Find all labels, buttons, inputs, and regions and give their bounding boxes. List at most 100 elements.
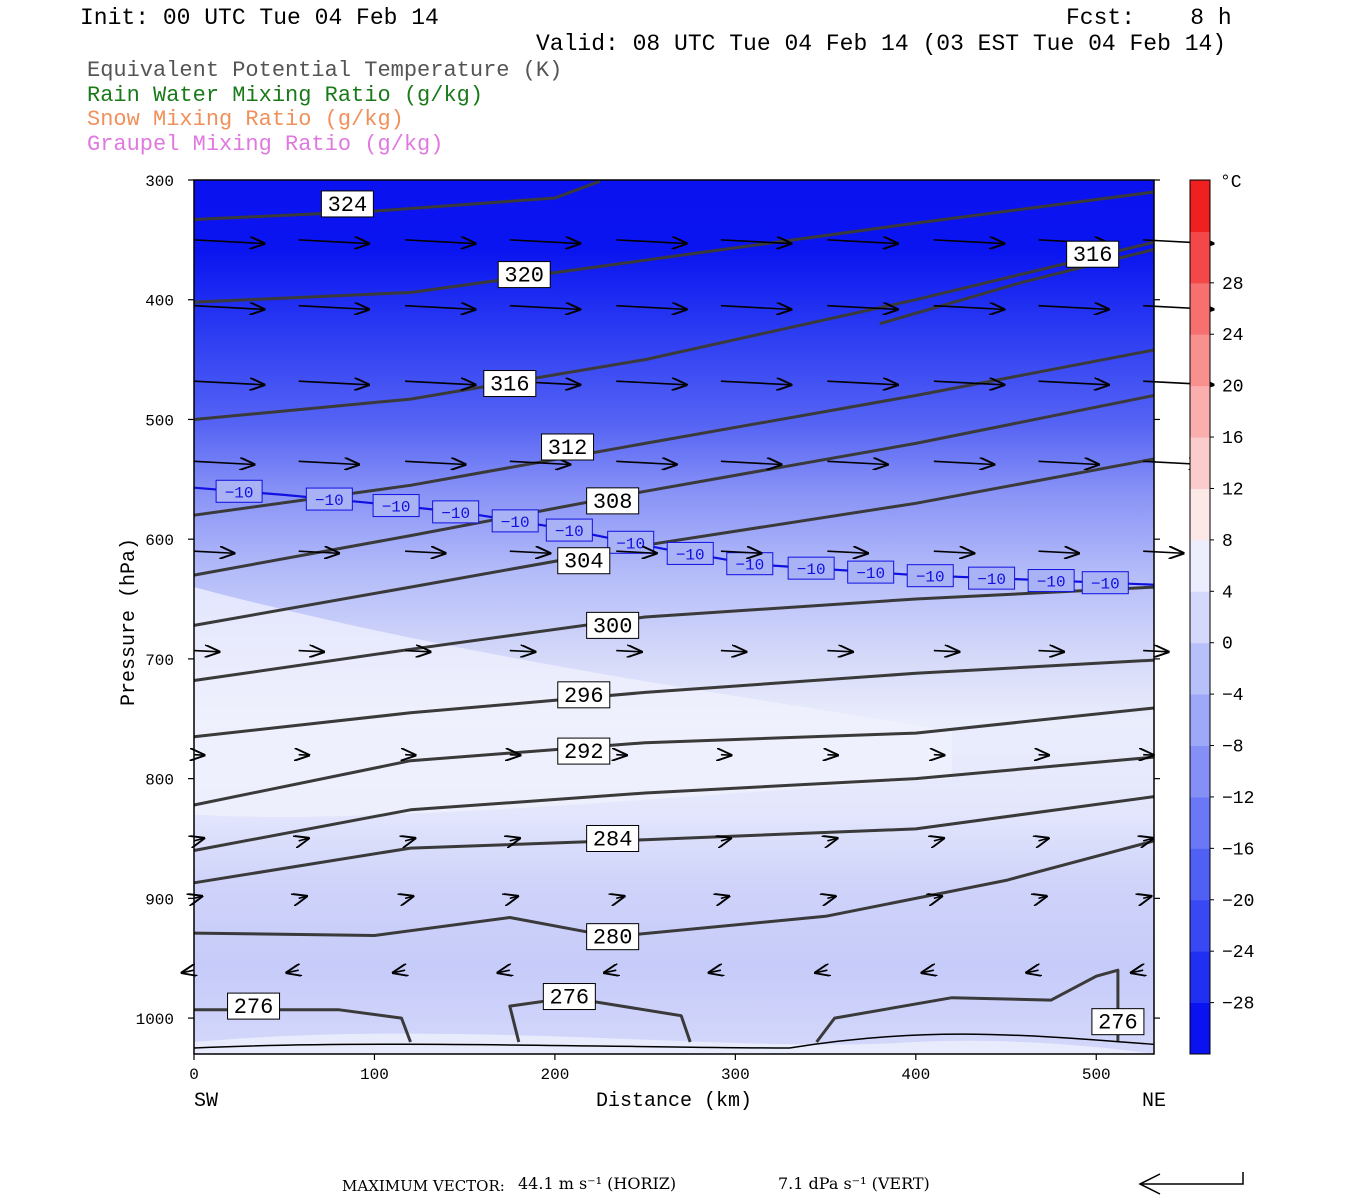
wind-vector xyxy=(933,381,1004,385)
colorbar-segment xyxy=(1190,591,1210,644)
isotherm-label: −10 xyxy=(616,535,645,553)
isotherm-label: −10 xyxy=(676,546,705,564)
wind-vector xyxy=(816,970,828,972)
wind-vector xyxy=(934,838,944,841)
wind-vector xyxy=(1027,970,1039,972)
colorbar-tick-label: 4 xyxy=(1222,583,1233,603)
wind-vector xyxy=(1131,970,1143,972)
wind-vector xyxy=(405,896,413,898)
wind-vector xyxy=(922,970,934,972)
wind-vector xyxy=(405,461,465,464)
isotherm-label: −10 xyxy=(382,499,411,517)
isotherm-label: −10 xyxy=(225,484,254,502)
colorbar-segment xyxy=(1190,231,1210,284)
wind-vector xyxy=(1038,461,1099,464)
wind-vector xyxy=(498,970,510,972)
colorbar-segment xyxy=(1190,1002,1210,1055)
colorbar-segment xyxy=(1190,385,1210,438)
isotherm-label-box xyxy=(491,509,539,533)
wind-vector xyxy=(405,381,475,385)
wind-vector xyxy=(298,551,339,553)
colorbar-segment xyxy=(1190,642,1210,695)
wind-vector xyxy=(720,306,791,310)
theta-e-contour-276 xyxy=(815,968,1120,1043)
colorbar-tick-label: 28 xyxy=(1222,275,1244,295)
wind-vector xyxy=(1143,896,1151,898)
x-end-right: NE xyxy=(1142,1090,1166,1113)
wind-vector xyxy=(720,551,761,553)
isotherm-label-box xyxy=(372,494,420,518)
contour-label-box xyxy=(1091,1008,1145,1036)
contour-label-box xyxy=(557,547,611,575)
colorbar-tick-label: −28 xyxy=(1222,995,1254,1015)
wind-vector xyxy=(1039,755,1049,756)
isotherm-label-box xyxy=(545,518,593,542)
wind-vector xyxy=(1143,755,1153,756)
surface-layer xyxy=(194,1033,1154,1054)
wind-vector xyxy=(193,306,264,310)
contour-label-box xyxy=(586,923,640,951)
wind-vector xyxy=(720,240,791,244)
colorbar-segment xyxy=(1190,334,1210,387)
theta-e-contour-296 xyxy=(193,658,1155,739)
wind-vector xyxy=(721,755,731,756)
contour-label-box xyxy=(483,370,537,398)
wind-vector xyxy=(1039,896,1047,898)
wind-vector xyxy=(509,306,580,310)
x-tick-label: 0 xyxy=(189,1066,199,1084)
colorbar-tick-label: 16 xyxy=(1222,429,1244,449)
legend-snow: Snow Mixing Ratio (g/kg) xyxy=(87,107,404,132)
colorbar-segment xyxy=(1190,951,1210,1004)
colorbar-segment xyxy=(1190,796,1210,849)
y-tick-label: 600 xyxy=(145,532,174,550)
colorbar-segment xyxy=(1190,180,1210,232)
wind-vector xyxy=(298,651,324,652)
wind-vector xyxy=(827,651,852,652)
colorbar-tick-label: −16 xyxy=(1222,840,1254,860)
wind-vector xyxy=(194,838,204,841)
colorbar-segment xyxy=(1190,848,1210,901)
theta-e-contour-284 xyxy=(193,795,1155,885)
wind-vector xyxy=(827,461,887,464)
isotherm-label-box xyxy=(305,487,353,511)
wind-vector xyxy=(287,970,299,972)
contour-label-312: 312 xyxy=(548,436,588,461)
wind-vector xyxy=(509,461,570,464)
terrain-line xyxy=(193,1033,1155,1049)
contour-label-box xyxy=(541,433,595,461)
x-tick-label: 300 xyxy=(721,1066,750,1084)
wind-vector xyxy=(405,306,475,310)
theta-e-contour-320 xyxy=(193,190,1155,304)
wind-vector xyxy=(405,551,445,553)
wind-vector xyxy=(405,838,415,841)
wind-vector xyxy=(509,651,535,652)
wind-vector xyxy=(193,551,234,553)
init-time: Init: 00 UTC Tue 04 Feb 14 xyxy=(80,5,439,31)
forecast-hour: Fcst: 8 h xyxy=(1066,5,1232,31)
isotherm-label-box xyxy=(787,556,835,580)
contour-label-324: 324 xyxy=(328,193,368,218)
wind-vector xyxy=(1143,551,1183,553)
y-tick-label: 400 xyxy=(145,293,174,311)
wind-vector xyxy=(193,240,264,244)
wind-vector xyxy=(933,461,994,464)
wind-vector xyxy=(616,896,624,898)
contour-label-280: 280 xyxy=(593,926,633,951)
wind-vector xyxy=(720,461,781,464)
wind-vector xyxy=(509,240,580,244)
y-axis-label: Pressure (hPa) xyxy=(118,538,141,706)
contour-label-box xyxy=(542,983,596,1011)
isotherm-label: −10 xyxy=(735,557,764,575)
wind-vector xyxy=(616,240,686,244)
isotherm-label: −10 xyxy=(797,561,826,579)
wind-vector xyxy=(193,651,219,652)
y-tick-label: 800 xyxy=(145,772,174,790)
wind-vector xyxy=(1143,651,1168,652)
wind-vector xyxy=(934,896,942,898)
wind-vector xyxy=(298,461,359,464)
colorbar-tick-label: −4 xyxy=(1222,686,1244,706)
wind-vector xyxy=(194,896,202,898)
colorbar-units: °C xyxy=(1220,173,1242,193)
wind-vector xyxy=(605,970,617,972)
isotherm-label-box xyxy=(906,564,954,588)
